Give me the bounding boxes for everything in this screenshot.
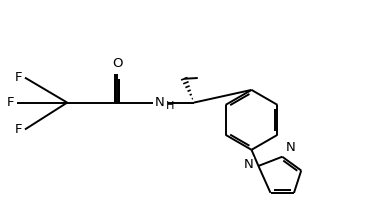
Text: F: F: [7, 96, 14, 109]
Text: O: O: [112, 57, 122, 70]
Text: N: N: [243, 158, 253, 171]
Text: F: F: [14, 123, 22, 136]
Text: F: F: [14, 71, 22, 84]
Text: H: H: [166, 101, 174, 111]
Text: N: N: [154, 96, 164, 109]
Text: N: N: [285, 141, 295, 154]
